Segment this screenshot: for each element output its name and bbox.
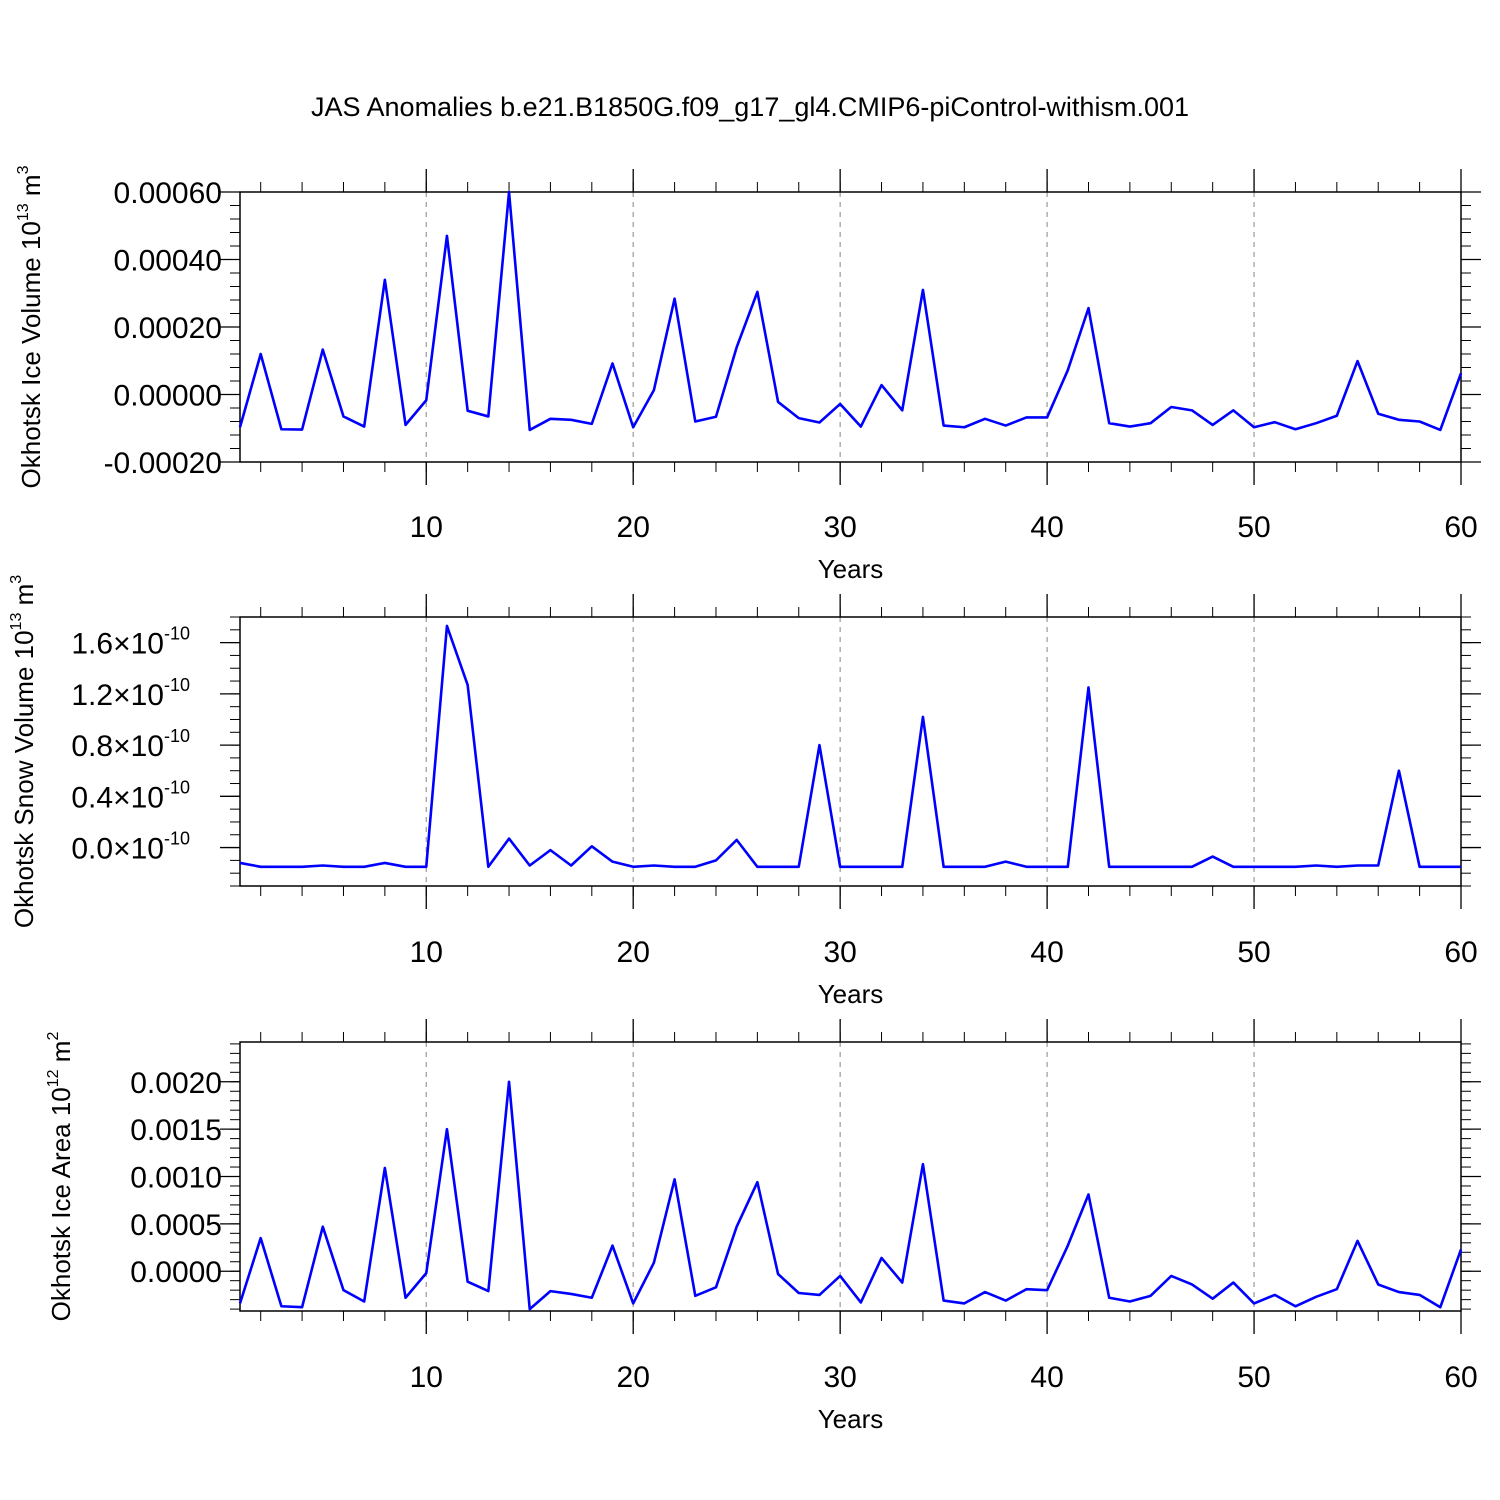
series-line	[238, 190, 1463, 432]
x-tick-label: 60	[1444, 511, 1477, 544]
y-tick-label: 0.00040	[114, 245, 222, 278]
y-tick-label: 0.0020	[130, 1067, 222, 1100]
y-tick-label: 0.0000	[130, 1256, 222, 1289]
x-axis-label: Years	[818, 554, 884, 584]
x-axis-label: Years	[818, 979, 884, 1009]
y-tick-label: 0.0×10-10	[71, 829, 190, 866]
chart-title: JAS Anomalies b.e21.B1850G.f09_g17_gl4.C…	[311, 92, 1189, 122]
x-tick-label: 50	[1237, 1361, 1270, 1394]
series-line	[238, 1080, 1463, 1311]
x-tick-label: 30	[823, 1361, 856, 1394]
y-tick-label: 0.0015	[130, 1114, 222, 1147]
y-axis-label: Okhotsk Ice Area 1012 m2	[45, 1032, 76, 1322]
y-axis-label: Okhotsk Snow Volume 1013 m3	[8, 575, 39, 928]
x-tick-label: 50	[1237, 511, 1270, 544]
y-tick-label: 1.2×10-10	[71, 675, 190, 712]
plot-frame	[239, 616, 1462, 887]
x-tick-label: 40	[1030, 1361, 1063, 1394]
y-tick-label: 0.4×10-10	[71, 777, 190, 814]
x-tick-label: 60	[1444, 936, 1477, 969]
x-tick-label: 30	[823, 511, 856, 544]
y-tick-label: -0.00020	[104, 447, 222, 480]
x-tick-label: 40	[1030, 511, 1063, 544]
series-line	[239, 624, 1461, 869]
x-tick-label: 10	[410, 511, 443, 544]
y-tick-label: 0.00060	[114, 177, 222, 210]
y-tick-label: 0.00000	[114, 380, 222, 413]
x-tick-label: 20	[617, 511, 650, 544]
x-tick-label: 60	[1444, 1361, 1477, 1394]
panel-3: 10 20 30 40 50 60 0.0000 0.0005 0.0010 0.0015 0.00…	[45, 1019, 1481, 1434]
x-tick-label: 50	[1237, 936, 1270, 969]
y-tick-label: 1.6×10-10	[71, 624, 190, 661]
x-tick-label: 40	[1030, 936, 1063, 969]
x-tick-label: 20	[617, 1361, 650, 1394]
x-tick-label: 10	[410, 1361, 443, 1394]
panel-1: 10 20 30 40 50 60 -0.00020 0.00000 0.00020 0.0004…	[15, 165, 1481, 584]
y-axis-label: Okhotsk Ice Volume 1013 m3	[15, 165, 46, 488]
x-tick-label: 20	[617, 936, 650, 969]
y-tick-label: 0.00020	[114, 312, 222, 345]
x-tick-label: 30	[823, 936, 856, 969]
y-tick-label: 0.0010	[130, 1162, 222, 1195]
panel-2: 10 20 30 40 50 60 0.0×10-10 0.4×10-10 0.8×10-10 1…	[8, 575, 1481, 1009]
x-tick-label: 10	[410, 936, 443, 969]
plot-frame	[239, 1041, 1462, 1312]
x-axis-label: Years	[818, 1404, 884, 1434]
plot-frame	[239, 191, 1462, 463]
y-tick-label: 0.8×10-10	[71, 726, 190, 763]
y-tick-label: 0.0005	[130, 1209, 222, 1242]
